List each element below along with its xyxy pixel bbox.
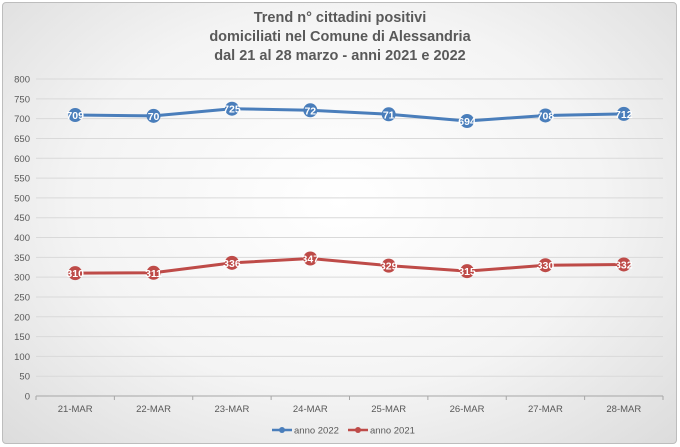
- y-tick-label: 350: [14, 253, 30, 264]
- data-point: [146, 108, 161, 123]
- data-point: [538, 258, 553, 273]
- data-label: 311: [145, 268, 162, 280]
- data-label: 336: [223, 258, 241, 270]
- data-label: 709: [66, 110, 84, 122]
- y-tick-label: 700: [14, 114, 30, 125]
- series-line: [75, 107, 624, 123]
- data-point: [224, 255, 239, 270]
- data-label: 315: [458, 266, 476, 278]
- legend-marker: [279, 427, 285, 433]
- data-label: 72: [304, 105, 316, 117]
- y-tick-label: 650: [14, 134, 30, 145]
- data-point: [381, 258, 396, 273]
- y-tick-label: 800: [14, 75, 30, 86]
- chart-title-line-2: domiciliati nel Comune di Alessandria: [209, 29, 471, 45]
- y-tick-label: 400: [14, 233, 30, 244]
- y-tick-label: 300: [14, 273, 30, 284]
- data-point: [616, 106, 631, 121]
- data-label: 725: [223, 104, 241, 116]
- data-point: [146, 265, 161, 280]
- data-point: [460, 264, 475, 279]
- series-1: 310 311 336 347 329 315 330 332: [66, 251, 633, 281]
- y-tick-label: 600: [14, 154, 30, 165]
- x-tick-label: 26-MAR: [450, 404, 485, 415]
- data-point: [303, 103, 318, 118]
- axes: 0 50 100 150 200 250 300 350 400 450 500 550 600 650 7…: [14, 75, 664, 415]
- data-label: 71: [383, 109, 395, 121]
- data-label: 708: [537, 110, 555, 122]
- y-tick-label: 0: [25, 392, 30, 403]
- data-label: 347: [302, 254, 320, 266]
- x-tick-label: 28-MAR: [606, 404, 641, 415]
- legend-marker: [355, 427, 361, 433]
- data-point: [616, 257, 631, 272]
- y-tick-label: 150: [14, 332, 30, 343]
- data-label: 332: [615, 259, 633, 271]
- data-point: [381, 107, 396, 122]
- data-point: [68, 108, 83, 123]
- data-label: 310: [66, 268, 84, 280]
- data-point: [303, 251, 318, 266]
- series-0: 709 70 725 72 71 694 708 712: [66, 101, 633, 129]
- y-tick-label: 450: [14, 213, 30, 224]
- data-label: 70: [148, 111, 160, 123]
- legend: anno 2022 anno 2021: [272, 426, 415, 437]
- y-tick-label: 200: [14, 312, 30, 323]
- data-label: 694: [458, 116, 476, 128]
- y-tick-label: 550: [14, 174, 30, 185]
- x-tick-label: 24-MAR: [293, 404, 328, 415]
- data-label: 712: [615, 109, 633, 121]
- x-tick-label: 27-MAR: [528, 404, 563, 415]
- data-point: [460, 114, 475, 129]
- legend-label: anno 2022: [294, 426, 339, 437]
- x-tick-label: 22-MAR: [136, 404, 171, 415]
- chart-title-line-1: Trend n° cittadini positivi: [253, 10, 427, 26]
- chart-title: Trend n° cittadini positivi domiciliati …: [0, 9, 680, 66]
- grid-lines: [36, 78, 663, 397]
- data-point: [224, 101, 239, 116]
- y-tick-label: 500: [14, 193, 30, 204]
- y-tick-label: 50: [19, 372, 30, 383]
- data-label: 330: [537, 260, 555, 272]
- legend-label: anno 2021: [370, 426, 415, 437]
- x-tick-label: 23-MAR: [215, 404, 250, 415]
- data-label: 329: [380, 261, 398, 273]
- y-tick-label: 750: [14, 94, 30, 105]
- x-tick-label: 21-MAR: [58, 404, 93, 415]
- y-tick-label: 100: [14, 352, 30, 363]
- series-line: [75, 257, 624, 275]
- y-tick-label: 250: [14, 292, 30, 303]
- data-point: [68, 266, 83, 281]
- chart-title-line-3: dal 21 al 28 marzo - anni 2021 e 2022: [214, 48, 466, 64]
- data-point: [538, 108, 553, 123]
- x-tick-label: 25-MAR: [371, 404, 406, 415]
